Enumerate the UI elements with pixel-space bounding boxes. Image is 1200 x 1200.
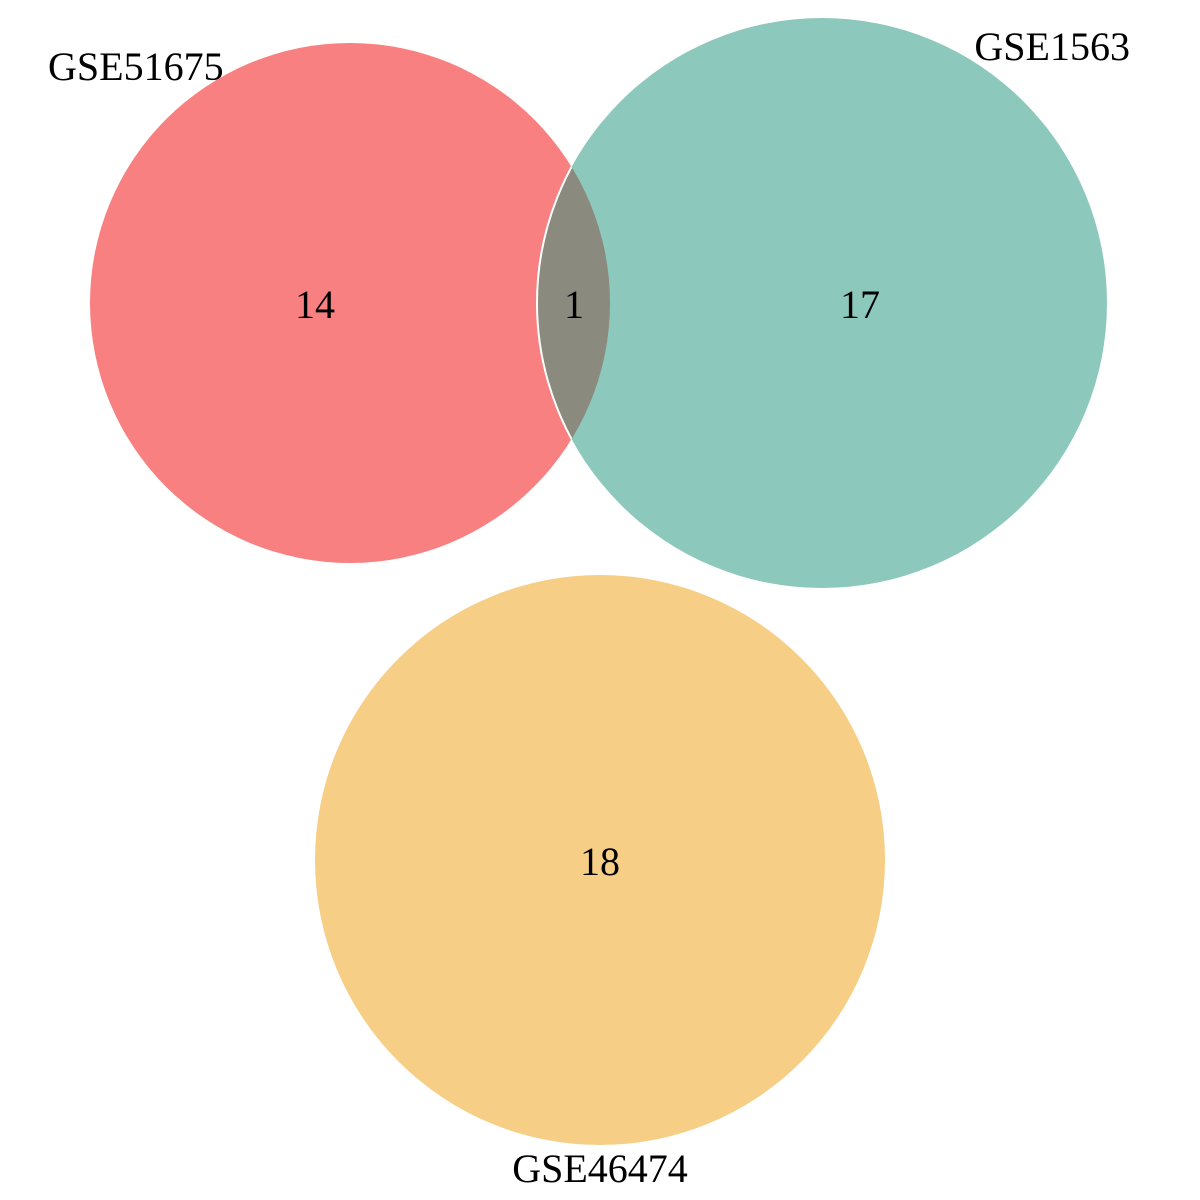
set-label-gse46474: GSE46474 [512,1146,688,1191]
count-gse51675-only: 14 [295,282,335,327]
intersection-region-gse51675-gse1563 [536,43,610,563]
set-circle-gse51675 [90,43,610,563]
set-label-gse1563: GSE1563 [974,24,1130,69]
set-circle-gse46474 [315,575,885,1145]
set-circle-gse1563 [537,18,1107,588]
count-gse46474-only: 18 [580,839,620,884]
set-label-gse51675: GSE51675 [48,44,224,89]
count-gse1563-only: 17 [840,282,880,327]
count-gse51675-gse1563: 1 [564,282,584,327]
